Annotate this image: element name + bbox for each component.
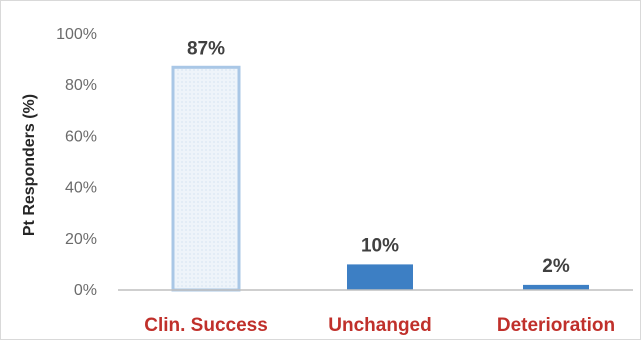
- bar: [523, 284, 589, 290]
- y-tick-label: 80%: [65, 77, 97, 94]
- y-axis-ticks: 0% 20% 40% 60% 80% 100%: [56, 26, 97, 299]
- bar: [347, 264, 413, 290]
- y-tick-label: 40%: [65, 180, 97, 197]
- data-labels: 87% 10% 2%: [187, 38, 570, 277]
- data-label: 2%: [542, 256, 570, 277]
- y-tick-label: 60%: [65, 128, 97, 145]
- y-axis-title: Pt Responders (%): [21, 94, 38, 236]
- y-tick-label: 100%: [56, 26, 97, 43]
- category-label: Unchanged: [328, 315, 431, 336]
- data-label: 87%: [187, 38, 225, 59]
- bar: [171, 65, 241, 292]
- y-tick-label: 20%: [65, 231, 97, 248]
- category-label: Clin. Success: [144, 315, 268, 336]
- category-labels: Clin. Success Unchanged Deterioration: [144, 315, 615, 336]
- bars: [171, 65, 589, 292]
- y-tick-label: 0%: [74, 282, 97, 299]
- category-label: Deterioration: [497, 315, 615, 336]
- data-label: 10%: [361, 235, 399, 256]
